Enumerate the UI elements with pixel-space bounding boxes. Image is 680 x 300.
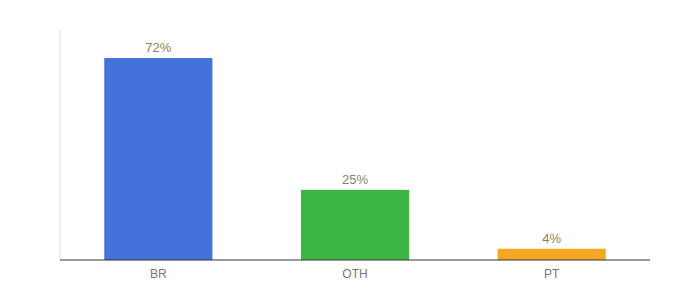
bar: [301, 190, 409, 260]
x-tick-label: PT: [544, 267, 560, 281]
chart-container: 72% 25% 4% BR OTH PT: [0, 0, 680, 300]
bar: [104, 58, 212, 260]
data-label: 4%: [542, 231, 561, 246]
x-tick-label: BR: [150, 267, 167, 281]
x-tick-label: OTH: [342, 267, 367, 281]
x-axis-line: [60, 260, 650, 261]
data-label: 25%: [342, 172, 368, 187]
y-axis-line: [60, 30, 61, 260]
chart-svg: 72% 25% 4% BR OTH PT: [0, 0, 680, 300]
x-axis: BR OTH PT: [60, 260, 650, 281]
bar: [498, 249, 606, 260]
data-labels: 72% 25% 4%: [145, 40, 561, 246]
data-label: 72%: [145, 40, 171, 55]
bars: [104, 58, 606, 260]
